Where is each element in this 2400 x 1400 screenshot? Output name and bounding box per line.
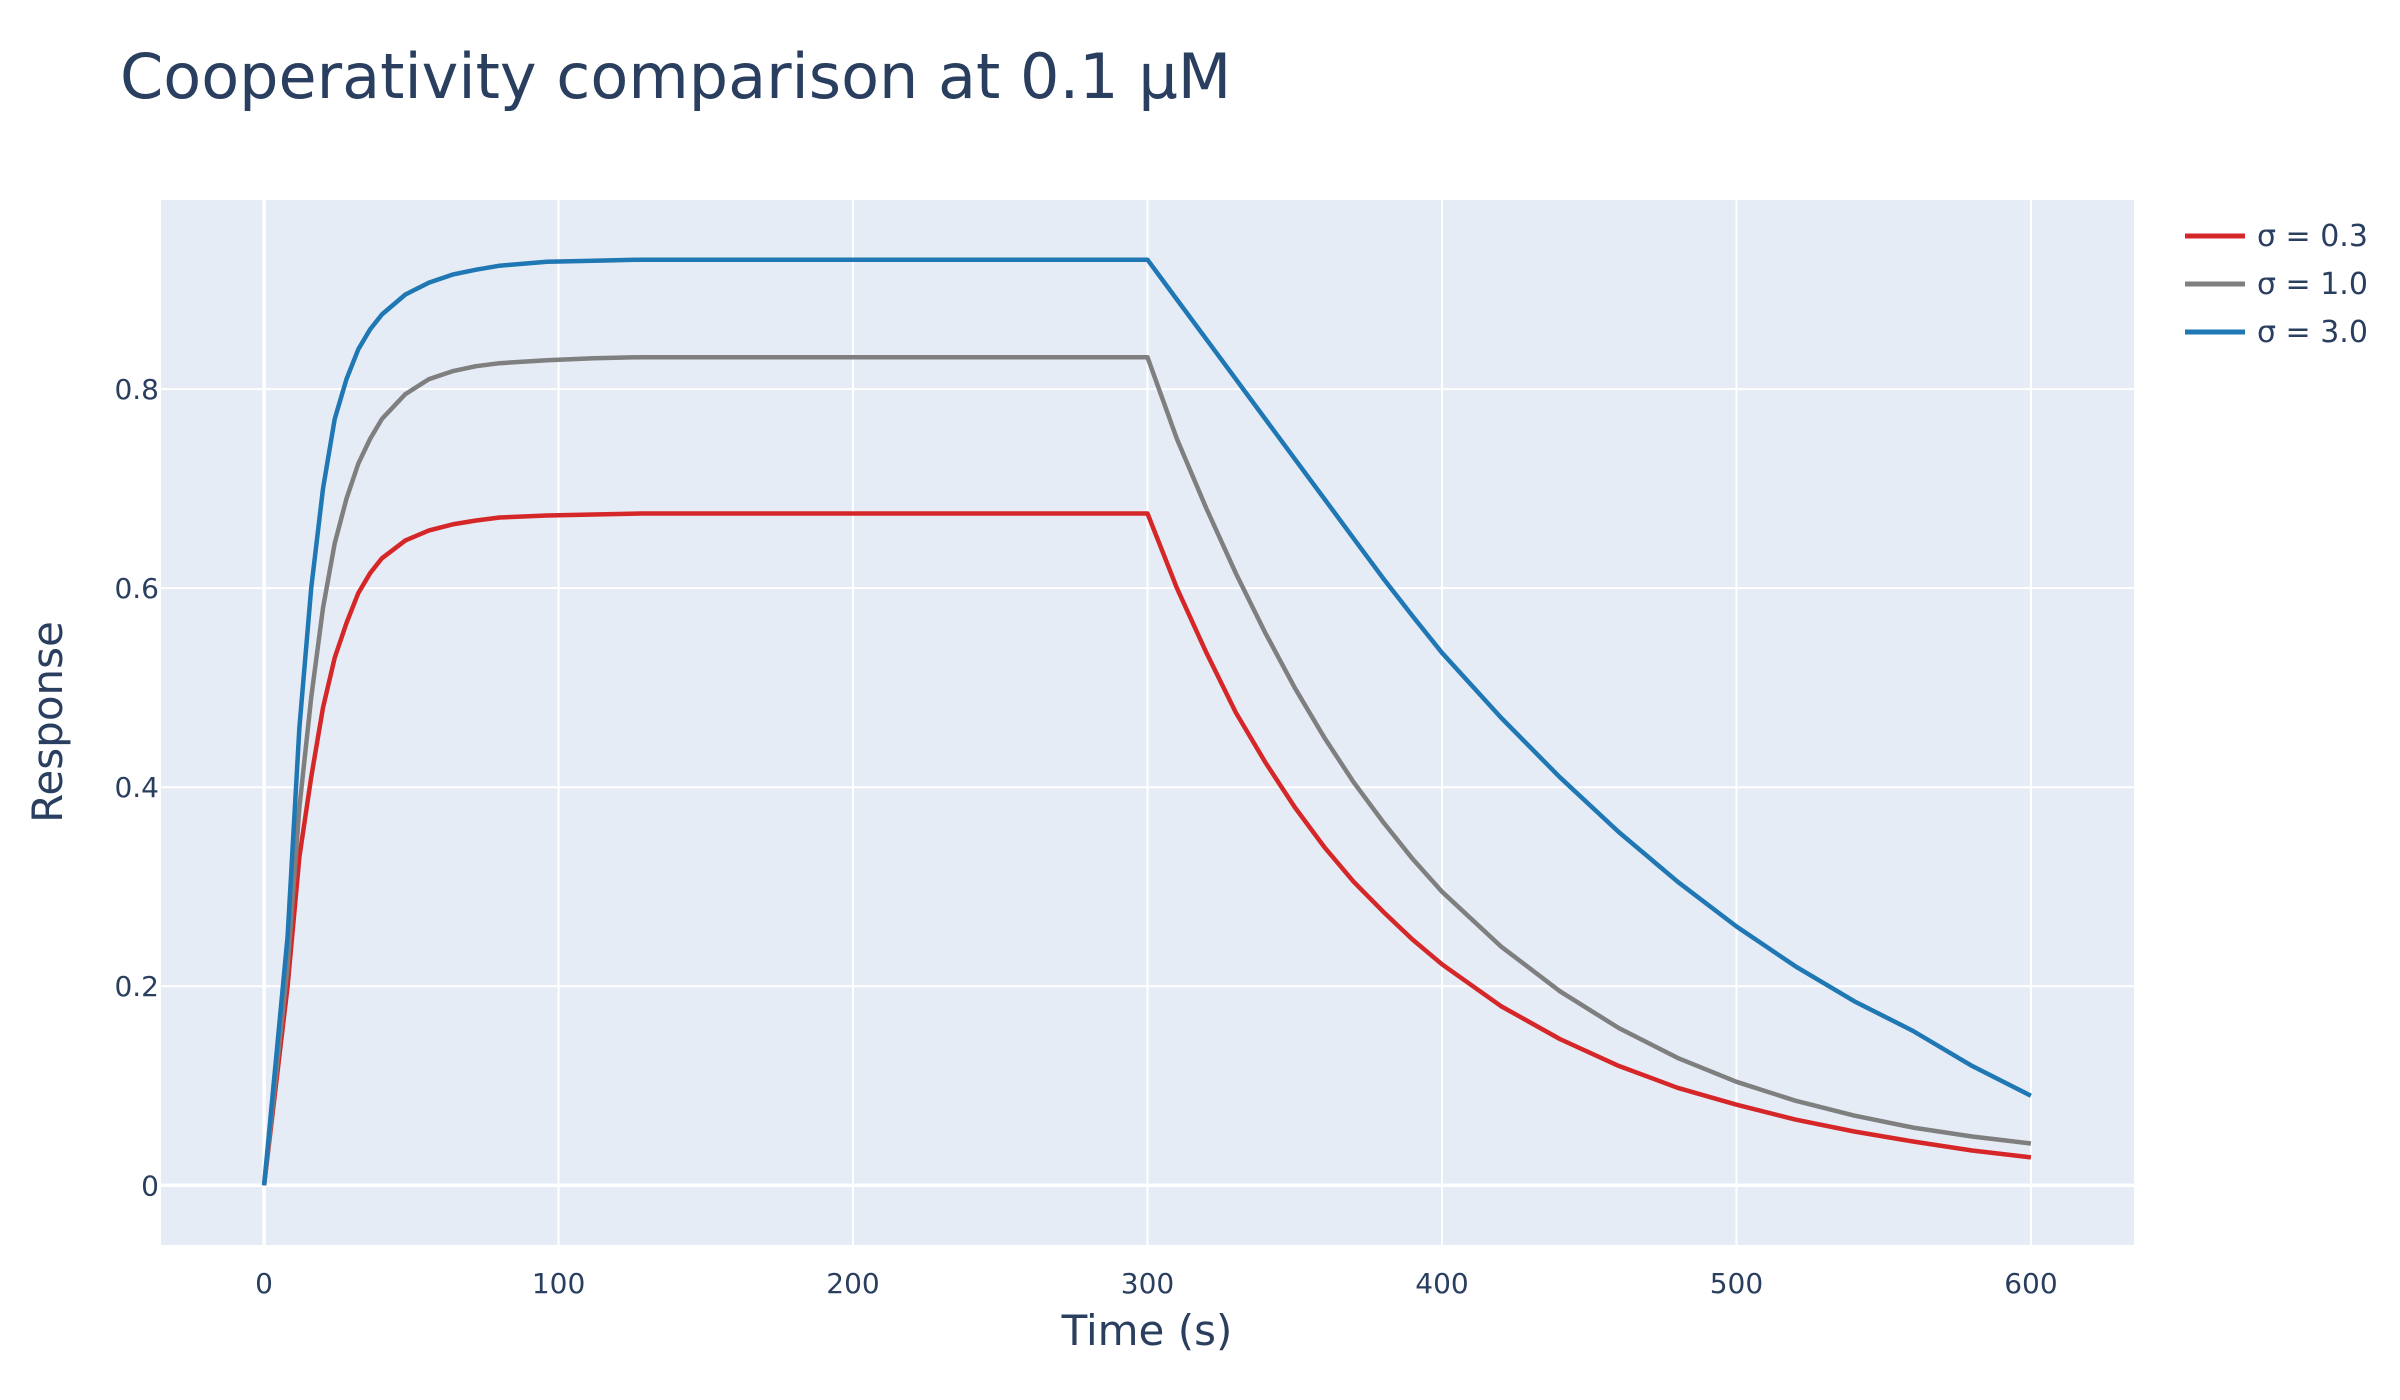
grid [161,200,2134,1245]
y-axis-title: Response [23,621,72,823]
legend: σ = 0.3 σ = 1.0 σ = 3.0 [2185,219,2368,350]
legend-label-2: σ = 1.0 [2257,267,2368,302]
x-tick-label: 600 [2004,1267,2057,1300]
y-tick-label: 0.2 [114,970,159,1003]
x-tick-label: 400 [1415,1267,1468,1300]
chart-title: Cooperativity comparison at 0.1 μM [120,40,1231,113]
series-line-3 [261,257,2032,1186]
x-axis-ticks: 0 100 200 300 400 500 600 [255,1267,2058,1300]
y-tick-label: 0 [141,1169,159,1202]
y-tick-label: 0.4 [114,771,159,804]
x-tick-label: 200 [826,1267,879,1300]
series-line-1 [261,511,2032,1186]
x-tick-label: 100 [532,1267,585,1300]
series-layer [261,257,2032,1186]
y-axis-ticks: 0 0.2 0.4 0.6 0.8 [114,373,159,1202]
legend-label-3: σ = 3.0 [2257,315,2368,350]
legend-label-1: σ = 0.3 [2257,219,2368,254]
x-tick-label: 300 [1121,1267,1174,1300]
x-tick-label: 0 [255,1267,273,1300]
y-tick-label: 0.8 [114,373,159,406]
series-line-2 [261,354,2032,1186]
x-axis-title: Time (s) [1061,1306,1233,1355]
x-tick-label: 500 [1710,1267,1763,1300]
y-tick-label: 0.6 [114,572,159,605]
